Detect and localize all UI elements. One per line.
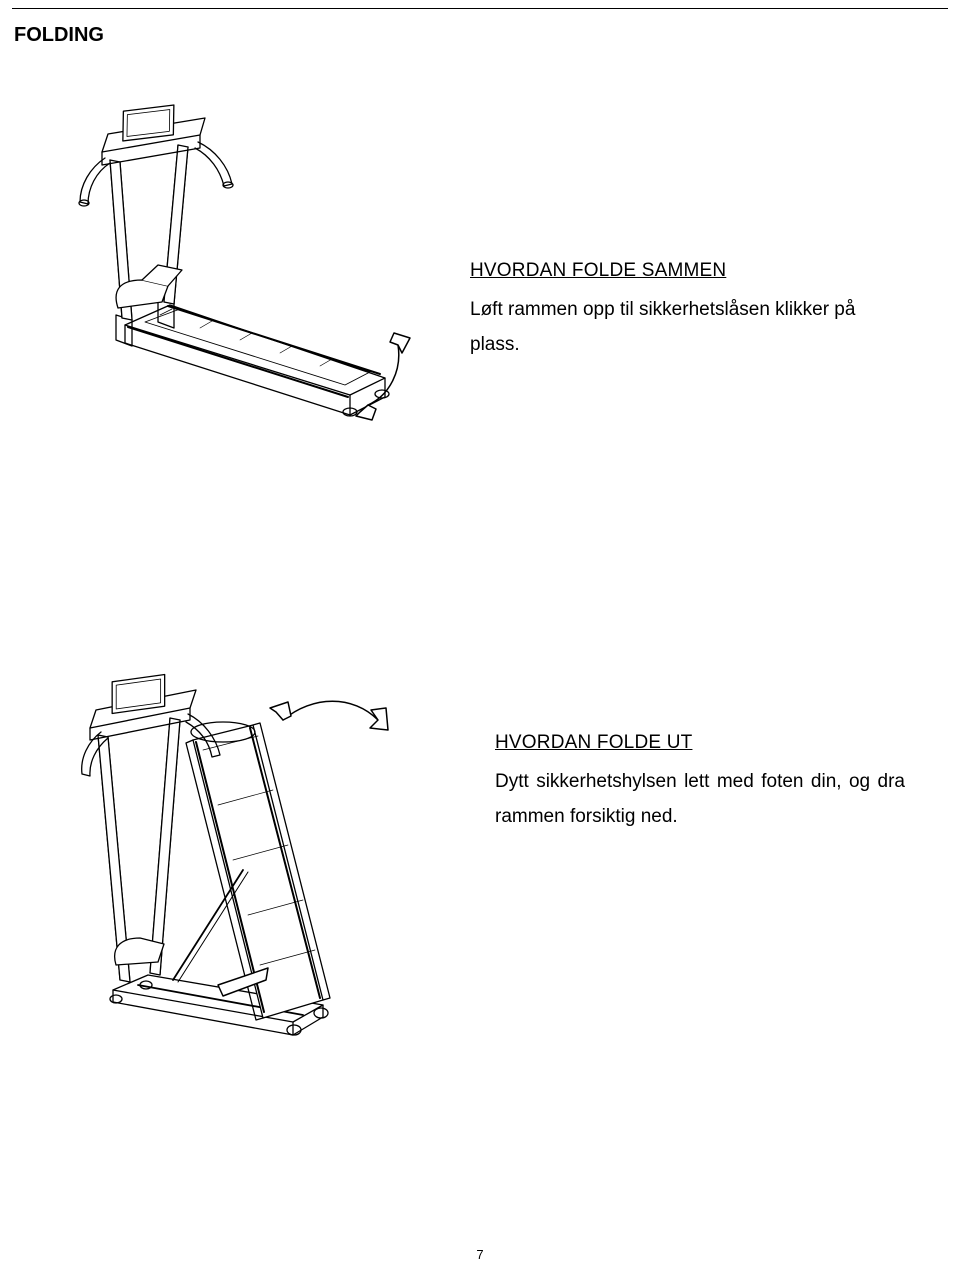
fold-down-text-block: HVORDAN FOLDE UT Dytt sikkerhetshylsen l… xyxy=(495,732,905,834)
fold-down-body: Dytt sikkerhetshylsen lett med foten din… xyxy=(495,764,905,834)
fold-up-body: Løft rammen opp til sikkerhetslåsen klik… xyxy=(470,292,900,362)
page-number: 7 xyxy=(0,1247,960,1262)
treadmill-unfolded-illustration xyxy=(50,90,420,435)
page-title: FOLDING xyxy=(14,24,104,47)
fold-down-heading: HVORDAN FOLDE UT xyxy=(495,732,905,754)
fold-up-text-block: HVORDAN FOLDE SAMMEN Løft rammen opp til… xyxy=(470,260,900,362)
top-horizontal-rule xyxy=(12,8,948,9)
section-fold-up: HVORDAN FOLDE SAMMEN Løft rammen opp til… xyxy=(0,90,960,490)
treadmill-folded-illustration xyxy=(78,640,398,1045)
section-fold-down: HVORDAN FOLDE UT Dytt sikkerhetshylsen l… xyxy=(0,640,960,1040)
fold-up-heading: HVORDAN FOLDE SAMMEN xyxy=(470,260,900,282)
